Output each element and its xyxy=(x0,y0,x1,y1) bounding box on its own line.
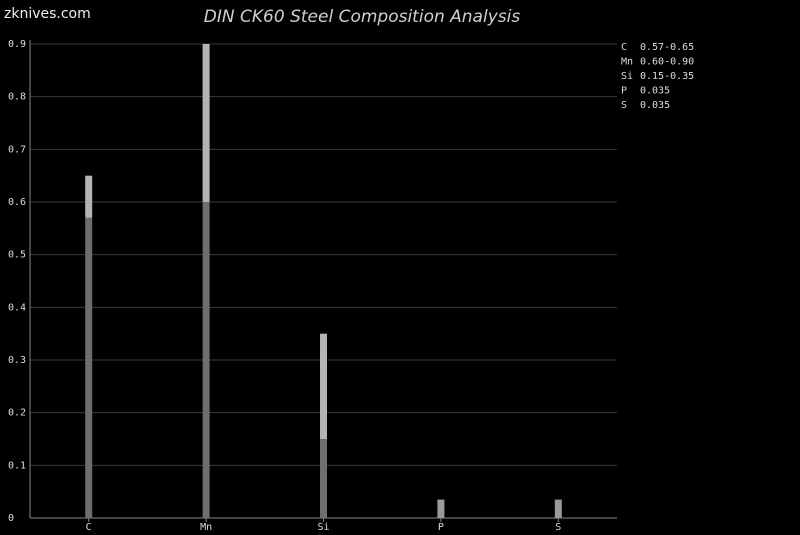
legend-name: P xyxy=(621,86,627,97)
legend-range: 0.035 xyxy=(640,86,670,97)
bar xyxy=(437,499,445,518)
y-tick-label: 0 xyxy=(8,513,14,524)
legend-range: 0.035 xyxy=(640,100,670,111)
x-tick-label: P xyxy=(438,522,444,533)
x-tick-label: Si xyxy=(317,522,329,533)
y-tick-label: 0.7 xyxy=(8,144,26,155)
y-tick-label: 0.9 xyxy=(8,39,26,50)
x-tick-label: Mn xyxy=(200,522,212,533)
y-tick-label: 0.5 xyxy=(8,250,26,261)
bar xyxy=(554,499,562,518)
chart-title: DIN CK60 Steel Composition Analysis xyxy=(204,7,521,27)
x-tick-label: C xyxy=(86,522,92,533)
y-tick-label: 0.8 xyxy=(8,92,26,103)
legend-range: 0.15-0.35 xyxy=(640,71,694,82)
legend-range: 0.60-0.90 xyxy=(640,57,694,68)
y-tick-label: 0.4 xyxy=(8,302,26,313)
bar-range xyxy=(320,333,327,439)
bar-range xyxy=(202,44,210,202)
bar-low xyxy=(202,202,210,518)
x-tick-label: S xyxy=(555,522,561,533)
legend-name: C xyxy=(621,42,627,53)
site-name: zknives.com xyxy=(4,6,91,22)
legend-range: 0.57-0.65 xyxy=(640,42,694,53)
legend-name: S xyxy=(621,100,627,111)
bar-low xyxy=(85,217,93,519)
bar-range xyxy=(85,175,93,218)
bar-low xyxy=(320,439,327,518)
y-tick-label: 0.1 xyxy=(8,460,26,471)
y-tick-label: 0.6 xyxy=(8,197,26,208)
y-tick-label: 0.3 xyxy=(8,355,26,366)
legend-name: Mn xyxy=(621,57,633,68)
legend-name: Si xyxy=(621,71,633,82)
y-tick-label: 0.2 xyxy=(8,408,26,419)
